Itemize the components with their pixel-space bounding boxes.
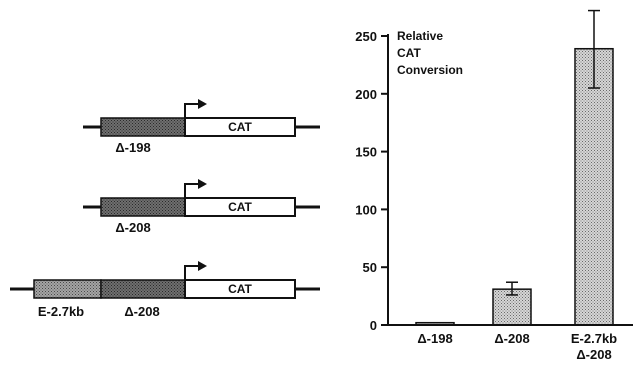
transcription-start-arrow	[184, 183, 200, 198]
y-tick-label: 150	[355, 145, 377, 160]
bar-3	[574, 47, 614, 326]
bar-chart: Relative CAT Conversion 050100150200250 …	[355, 9, 633, 362]
cat-reporter-box	[184, 279, 296, 299]
chart-title-line: Conversion	[397, 63, 463, 77]
reporter-label: CAT	[228, 120, 252, 134]
y-tick-label: 200	[355, 87, 377, 102]
error-bars	[506, 9, 600, 296]
error-bar-3	[588, 9, 600, 89]
y-tick-label: 100	[355, 202, 377, 217]
chart-title: Relative CAT Conversion	[397, 29, 463, 77]
chart-title-line: Relative	[397, 29, 443, 43]
promoter-segment	[100, 279, 186, 299]
x-category-label: Δ-208	[576, 347, 611, 362]
cat-reporter-box	[184, 197, 296, 217]
transcription-start-arrow	[184, 265, 200, 280]
x-category-label: E-2.7kb	[571, 331, 617, 346]
construct-delta-208: CAT Δ-208	[83, 179, 320, 235]
promoter-segment	[100, 117, 186, 137]
segment-label: Δ-198	[115, 140, 150, 155]
construct-diagrams: CAT Δ-198 CAT Δ-208 CAT E-2.7kb Δ-208	[10, 99, 320, 319]
y-axis: 0 50 100 150 200 250	[355, 29, 389, 333]
reporter-label: CAT	[228, 200, 252, 214]
error-bar-2	[506, 281, 518, 296]
segment-label: Δ-208	[124, 304, 159, 319]
reporter-label: CAT	[228, 282, 252, 296]
cat-reporter-box	[184, 117, 296, 137]
bars	[415, 47, 614, 326]
construct-e27kb-delta-208: CAT E-2.7kb Δ-208	[10, 261, 320, 319]
segment-label: E-2.7kb	[38, 304, 84, 319]
x-category-label: Δ-208	[494, 331, 529, 346]
arrow-head-icon	[198, 179, 207, 189]
arrow-head-icon	[198, 261, 207, 271]
chart-title-line: CAT	[397, 46, 421, 60]
arrow-head-icon	[198, 99, 207, 109]
y-tick-label: 50	[363, 260, 377, 275]
y-tick-label: 250	[355, 29, 377, 44]
construct-delta-198: CAT Δ-198	[83, 99, 320, 155]
enhancer-segment	[33, 279, 102, 299]
y-tick-label: 0	[370, 318, 377, 333]
x-category-label: Δ-198	[417, 331, 452, 346]
segment-label: Δ-208	[115, 220, 150, 235]
transcription-start-arrow	[184, 103, 200, 118]
promoter-segment	[100, 197, 186, 217]
